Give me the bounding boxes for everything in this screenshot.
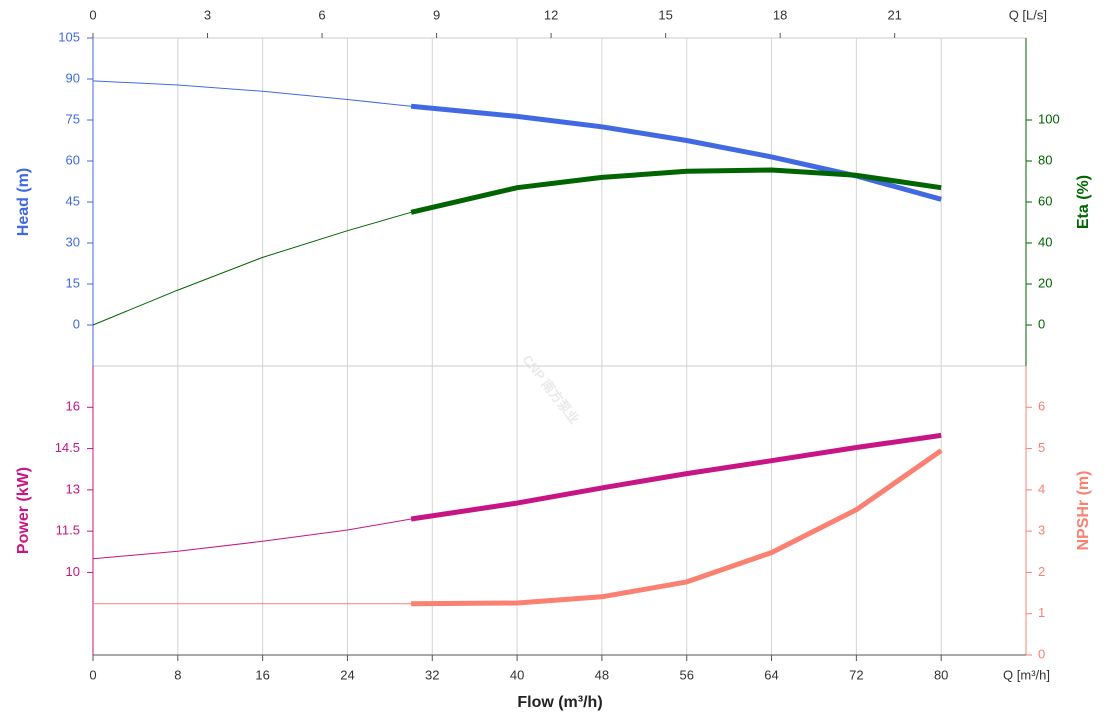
x-tick-label: 48 xyxy=(595,667,609,682)
y2-tick-label: 3 xyxy=(1038,523,1045,538)
x2-axis-label: Q [L/s] xyxy=(1009,7,1047,22)
y2-tick-label: 4 xyxy=(1038,481,1045,496)
x-tick-label: 56 xyxy=(679,667,693,682)
y2-tick-label: 100 xyxy=(1038,111,1060,126)
x-axis-label: Q [m³/h] xyxy=(1003,667,1050,682)
x2-tick-label: 18 xyxy=(773,7,787,22)
y-tick-label: 60 xyxy=(66,152,80,167)
x2-tick-label: 9 xyxy=(433,7,440,22)
x2-tick-label: 0 xyxy=(89,7,96,22)
y2-tick-label: 20 xyxy=(1038,275,1052,290)
x2-tick-label: 21 xyxy=(887,7,901,22)
curve-operating xyxy=(410,432,942,522)
y2-tick-label: 60 xyxy=(1038,193,1052,208)
y-tick-label: 45 xyxy=(66,193,80,208)
curve-operating xyxy=(410,103,942,202)
y2-tick-label: 2 xyxy=(1038,564,1045,579)
y-tick-label: 14.5 xyxy=(55,440,80,455)
x-tick-label: 0 xyxy=(89,667,96,682)
x-tick-label: 64 xyxy=(764,667,778,682)
y-tick-label: 16 xyxy=(66,399,80,414)
x-tick-label: 24 xyxy=(340,667,354,682)
curve-operating xyxy=(411,448,943,607)
y2-tick-label: 6 xyxy=(1038,399,1045,414)
x-tick-label: 32 xyxy=(425,667,439,682)
x2-tick-label: 3 xyxy=(204,7,211,22)
y-tick-label: 30 xyxy=(66,234,80,249)
x2-tick-label: 15 xyxy=(658,7,672,22)
y-tick-label: 13 xyxy=(66,481,80,496)
y-tick-label: 10 xyxy=(66,564,80,579)
curve-thin xyxy=(92,80,412,107)
y-tick-label: 75 xyxy=(66,111,80,126)
y-tick-label: 105 xyxy=(58,29,80,44)
y2-tick-label: 0 xyxy=(1038,316,1045,331)
x-tick-label: 8 xyxy=(174,667,181,682)
y2-tick-label: 0 xyxy=(1038,646,1045,661)
y2-axis-title: NPSHr (m) xyxy=(1075,470,1092,550)
y2-tick-label: 5 xyxy=(1038,440,1045,455)
y2-tick-label: 40 xyxy=(1038,234,1052,249)
y2-axis-title: Eta (%) xyxy=(1075,175,1092,229)
x-tick-label: 40 xyxy=(510,667,524,682)
curve-operating xyxy=(410,167,942,215)
watermark: CNP 南方泵业 xyxy=(519,352,582,427)
curve-thin xyxy=(92,211,412,326)
y-tick-label: 15 xyxy=(66,275,80,290)
y2-tick-label: 1 xyxy=(1038,605,1045,620)
x2-tick-label: 12 xyxy=(544,7,558,22)
x-tick-label: 80 xyxy=(934,667,948,682)
plot-frame xyxy=(92,37,1027,656)
y-tick-label: 11.5 xyxy=(56,523,80,538)
x-tick-label: 72 xyxy=(849,667,863,682)
y-tick-label: 90 xyxy=(66,70,80,85)
x-tick-label: 16 xyxy=(255,667,269,682)
y-axis-title: Power (kW) xyxy=(15,467,32,554)
curve-thin xyxy=(92,518,412,560)
x2-tick-label: 6 xyxy=(318,7,325,22)
x-axis-title: Flow (m³/h) xyxy=(517,694,602,711)
y-tick-label: 0 xyxy=(73,316,80,331)
y-axis-title: Head (m) xyxy=(15,168,32,236)
y2-tick-label: 80 xyxy=(1038,152,1052,167)
